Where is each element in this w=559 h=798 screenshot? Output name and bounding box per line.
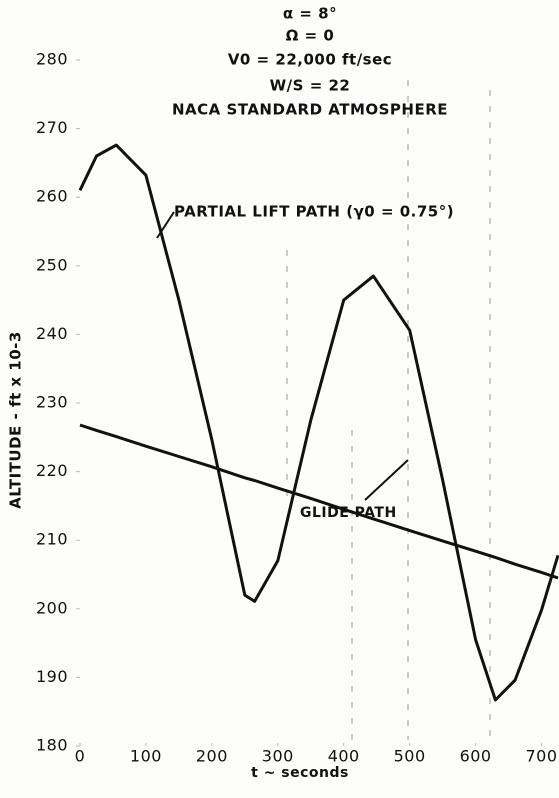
series-line <box>79 423 559 580</box>
annotation: NACA STANDARD ATMOSPHERE <box>172 101 448 119</box>
annotation: PARTIAL LIFT PATH (γ0 = 0.75°) <box>174 203 454 221</box>
y-tick-label: 280 <box>36 50 68 69</box>
arrow <box>364 459 409 501</box>
annotation: V0 = 22,000 ft/sec <box>228 51 392 69</box>
annotation: W/S = 22 <box>270 77 351 95</box>
x-tick-label: 0 <box>75 747 86 766</box>
y-tick-label: 180 <box>36 736 68 755</box>
annotation: Ω = 0 <box>286 27 335 45</box>
layout-dashes <box>286 80 491 740</box>
y-tick-label: 200 <box>36 598 68 617</box>
annotation: α = 8° <box>283 5 337 23</box>
y-tick-label: 240 <box>36 324 68 343</box>
x-tick-label: 200 <box>196 747 228 766</box>
y-tick-label: 210 <box>36 530 68 549</box>
x-tick-label: 600 <box>460 747 492 766</box>
x-axis-label: t ~ seconds <box>251 765 349 781</box>
series-line <box>78 143 559 702</box>
y-axis-label: ALTITUDE - ft x 10-3 <box>7 331 25 509</box>
y-tick-label: 270 <box>36 118 68 137</box>
annotation: GLIDE PATH <box>300 505 397 521</box>
x-tick-label: 100 <box>130 747 162 766</box>
y-tick-label: 230 <box>36 393 68 412</box>
y-tick-label: 220 <box>36 461 68 480</box>
y-tick-label: 250 <box>36 255 68 274</box>
x-tick-label: 400 <box>328 747 360 766</box>
y-tick-label: 260 <box>36 187 68 206</box>
x-tick-label: 700 <box>525 747 557 766</box>
x-tick-label: 300 <box>262 747 294 766</box>
x-tick-label: 500 <box>394 747 426 766</box>
y-tick-label: 190 <box>36 667 68 686</box>
